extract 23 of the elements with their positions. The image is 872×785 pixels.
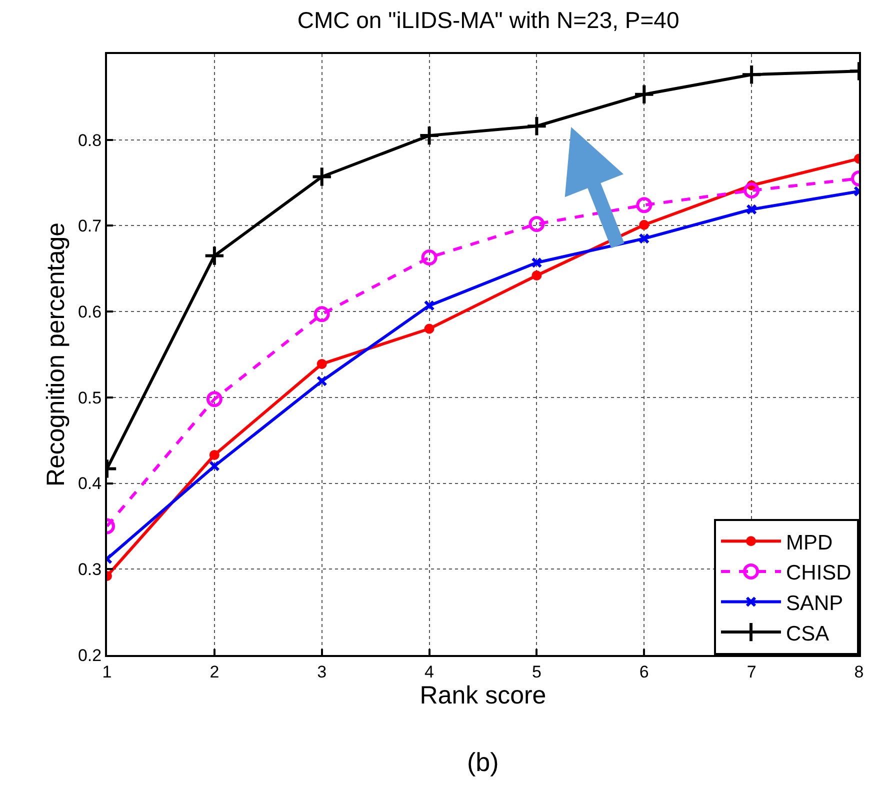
- y-tick-label: 0.8: [78, 130, 102, 150]
- legend-label: CHISD: [786, 562, 852, 585]
- text: (b): [467, 747, 499, 777]
- y-axis-title: Recognition percentage: [42, 222, 70, 487]
- y-tick-label: 0.3: [78, 560, 102, 580]
- y-tick-label: 0.6: [78, 302, 102, 322]
- x-tick-label: 5: [532, 662, 542, 682]
- x-tick-label: 6: [639, 662, 649, 682]
- chart-title: CMC on "iLIDS-MA" with N=23, P=40: [297, 6, 680, 33]
- x-tick-label: 2: [210, 662, 220, 682]
- y-tick-label: 0.7: [78, 216, 102, 236]
- legend-label: SANP: [786, 592, 844, 615]
- x-tick-label: 8: [854, 662, 864, 682]
- x-axis-title: Rank score: [420, 681, 546, 710]
- legend-label: CSA: [786, 622, 830, 646]
- x-tick-label: 1: [102, 662, 112, 682]
- x-tick-label: 3: [317, 662, 327, 682]
- y-tick-label: 0.5: [78, 388, 102, 408]
- legend-label: MPD: [786, 531, 833, 554]
- y-tick-label: 0.2: [78, 646, 102, 665]
- x-tick-label: 7: [746, 662, 756, 682]
- y-tick-label: 0.4: [78, 474, 102, 494]
- x-tick-label: 4: [424, 662, 434, 682]
